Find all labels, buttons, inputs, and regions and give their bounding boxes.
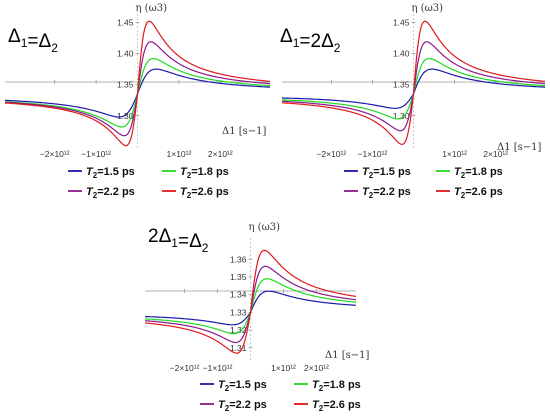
x-tick-label: −1×10¹²: [358, 149, 388, 159]
series-line-4: [5, 20, 271, 147]
x-axis-label: Δ1 [s−1]: [497, 142, 542, 153]
y-tick-label: 1.30: [393, 111, 410, 121]
x-tick-label: 2×10¹²: [483, 149, 508, 159]
chart-panel-1: Δ1=Δ2 −2×10¹² −1×10¹² 1×10¹² 2×10¹² 1.30 1.35 1…: [4, 3, 271, 200]
legend-label: T2=2.6 ps: [180, 186, 229, 200]
y-axis-label: η (ω3): [136, 3, 168, 14]
y-tick-label: 1.34: [230, 290, 247, 300]
series-line-4: [144, 249, 357, 354]
legend-label: T2=2.2 ps: [218, 399, 267, 413]
y-tick-label: 1.45: [117, 17, 134, 27]
y-tick-label: 1.35: [393, 80, 410, 90]
x-tick-label: −1×10¹²: [81, 149, 111, 159]
x-tick-label: 1×10¹²: [167, 149, 192, 159]
y-tick-label: 1.35: [117, 80, 134, 90]
x-tick-label: −2×10¹²: [316, 149, 346, 159]
x-tick-label: 2×10¹²: [304, 363, 329, 373]
chart-panel-2: Δ1=2Δ2 −2×10¹² −1×10¹² 1×10¹² 2×10¹² 1.30 1.35…: [280, 3, 546, 200]
legend-label: T2=1.5 ps: [218, 379, 267, 393]
legend-label: T2=1.8 ps: [312, 379, 361, 393]
x-axis-label: Δ1 [s−1]: [222, 126, 267, 137]
x-tick-label: −2×10¹²: [40, 149, 70, 159]
legend-label: T2=2.2 ps: [86, 186, 135, 200]
chart-title: Δ1=Δ2: [8, 26, 58, 55]
y-tick-label: 1.45: [393, 17, 410, 27]
y-tick-label: 1.36: [230, 254, 247, 264]
chart-title: 2Δ1=Δ2: [148, 226, 209, 255]
x-tick-label: 1×10¹²: [442, 149, 467, 159]
y-tick-label: 1.33: [230, 307, 247, 317]
x-axis-label: Δ1 [s−1]: [325, 350, 370, 361]
series-line-4: [282, 20, 546, 146]
y-tick-label: 1.40: [117, 49, 134, 59]
legend-label: T2=1.5 ps: [86, 166, 135, 180]
chart-panel-3: 2Δ1=Δ2 −2×10¹² −1×10¹² 1×10¹² 2×10¹² 1.31 1.32…: [144, 222, 370, 413]
y-tick-label: 1.30: [117, 111, 134, 121]
chart-title: Δ1=2Δ2: [280, 26, 341, 55]
legend-label: T2=1.8 ps: [180, 166, 229, 180]
y-tick-label: 1.40: [393, 49, 410, 59]
legend-label: T2=1.8 ps: [454, 166, 503, 180]
legend-label: T2=2.6 ps: [454, 186, 503, 200]
legend-label: T2=2.6 ps: [312, 399, 361, 413]
legend-label: T2=1.5 ps: [362, 166, 411, 180]
y-tick-label: 1.31: [230, 343, 247, 353]
y-tick-label: 1.32: [230, 325, 247, 335]
x-tick-label: 2×10¹²: [208, 149, 233, 159]
y-tick-label: 1.35: [230, 272, 247, 282]
x-tick-label: −2×10¹²: [170, 363, 200, 373]
x-tick-label: 1×10¹²: [271, 363, 296, 373]
x-tick-label: −1×10¹²: [203, 363, 233, 373]
legend-label: T2=2.2 ps: [362, 186, 411, 200]
y-axis-label: η (ω3): [412, 3, 444, 14]
y-axis-label: η (ω3): [249, 222, 281, 233]
